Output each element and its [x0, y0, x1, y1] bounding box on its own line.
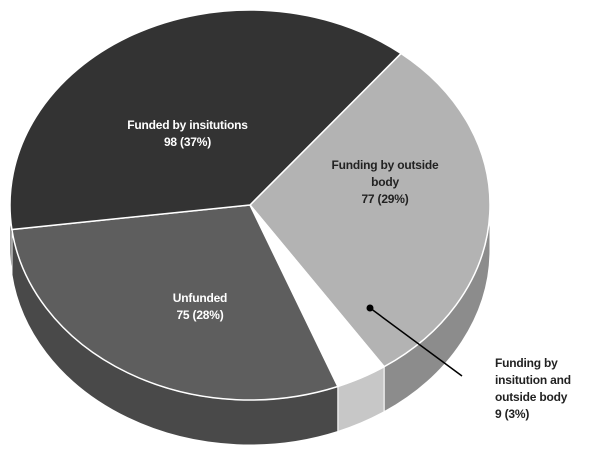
slice-category: Funding by insitution and outside body — [495, 356, 571, 404]
pie-slice — [248, 52, 491, 368]
slice-value-label: 98 (37%) — [163, 135, 212, 149]
pie-slice — [9, 9, 403, 231]
slice-category: Funded by insitutions — [127, 118, 248, 132]
slice-value-label: 77 (29%) — [361, 192, 409, 206]
slice-category: Unfunded — [172, 291, 228, 305]
slice-value-label: 9 (3%) — [495, 407, 530, 421]
leader-dot — [366, 304, 374, 312]
pie-slice — [11, 204, 339, 401]
slice-label: Funding by insitution and outside body 9 … — [495, 355, 590, 423]
slice-category: Funding by outside body — [331, 158, 439, 189]
slice-label: Funding by outside body 77 (29%) — [330, 157, 440, 208]
slice-value-label: 75 (28%) — [176, 308, 224, 322]
slice-label: Unfunded 75 (28%) — [145, 290, 255, 324]
slice-label: Funded by insitutions 98 (37%) — [100, 117, 275, 151]
leader-line — [369, 307, 463, 377]
